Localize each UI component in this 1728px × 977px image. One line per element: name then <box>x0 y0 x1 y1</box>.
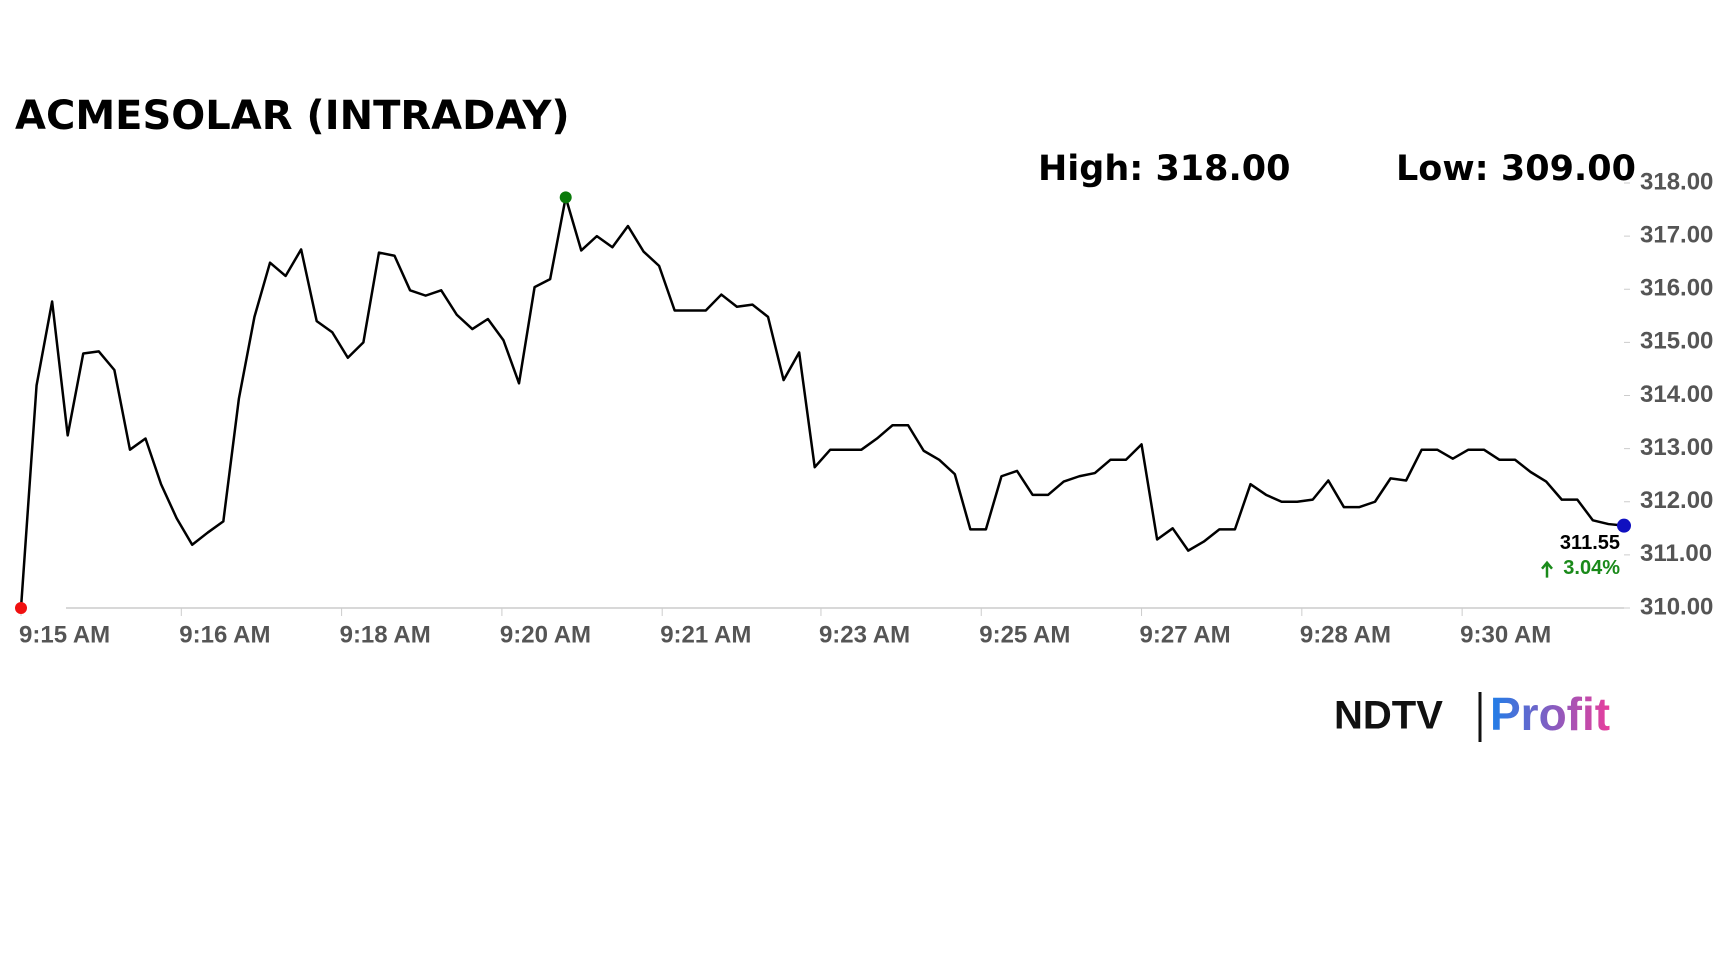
y-tick-label: 311.00 <box>1640 540 1712 567</box>
last-value-label: 311.55 <box>1560 532 1620 554</box>
x-tick-label: 9:23 AM <box>819 621 910 648</box>
y-tick-label: 318.00 <box>1640 168 1713 195</box>
y-tick-label: 317.00 <box>1640 221 1713 248</box>
high-point <box>559 191 572 204</box>
x-tick-label: 9:21 AM <box>660 621 751 648</box>
x-tick-label: 9:15 AM <box>19 621 110 648</box>
logo-profit: Profit <box>1490 688 1610 740</box>
x-tick-label: 9:18 AM <box>340 621 431 648</box>
x-tick-label: 9:16 AM <box>179 621 270 648</box>
y-tick-label: 314.00 <box>1640 381 1713 408</box>
x-tick-label: 9:25 AM <box>979 621 1070 648</box>
change-label: 3.04% <box>1563 557 1620 579</box>
y-tick-label: 315.00 <box>1640 328 1713 355</box>
up-arrow <box>1541 560 1553 578</box>
x-tick-label: 9:30 AM <box>1460 621 1551 648</box>
logo: NDTV Profit <box>1334 688 1610 742</box>
x-tick-label: 9:28 AM <box>1300 621 1391 648</box>
logo-ndtv: NDTV <box>1334 694 1443 738</box>
low-label: Low: 309.00 <box>1396 149 1636 189</box>
start-point <box>15 602 27 614</box>
high-label: High: 318.00 <box>1038 149 1291 189</box>
last-point <box>1617 518 1631 533</box>
chart-title: ACMESOLAR (INTRADAY) <box>15 93 570 139</box>
y-tick-label: 316.00 <box>1640 275 1713 302</box>
y-tick-label: 312.00 <box>1640 487 1713 514</box>
price-line <box>19 196 1625 609</box>
x-tick-label: 9:27 AM <box>1140 621 1231 648</box>
y-tick-label: 310.00 <box>1640 593 1713 620</box>
y-tick-label: 313.00 <box>1640 434 1713 461</box>
x-tick-label: 9:20 AM <box>500 621 591 648</box>
